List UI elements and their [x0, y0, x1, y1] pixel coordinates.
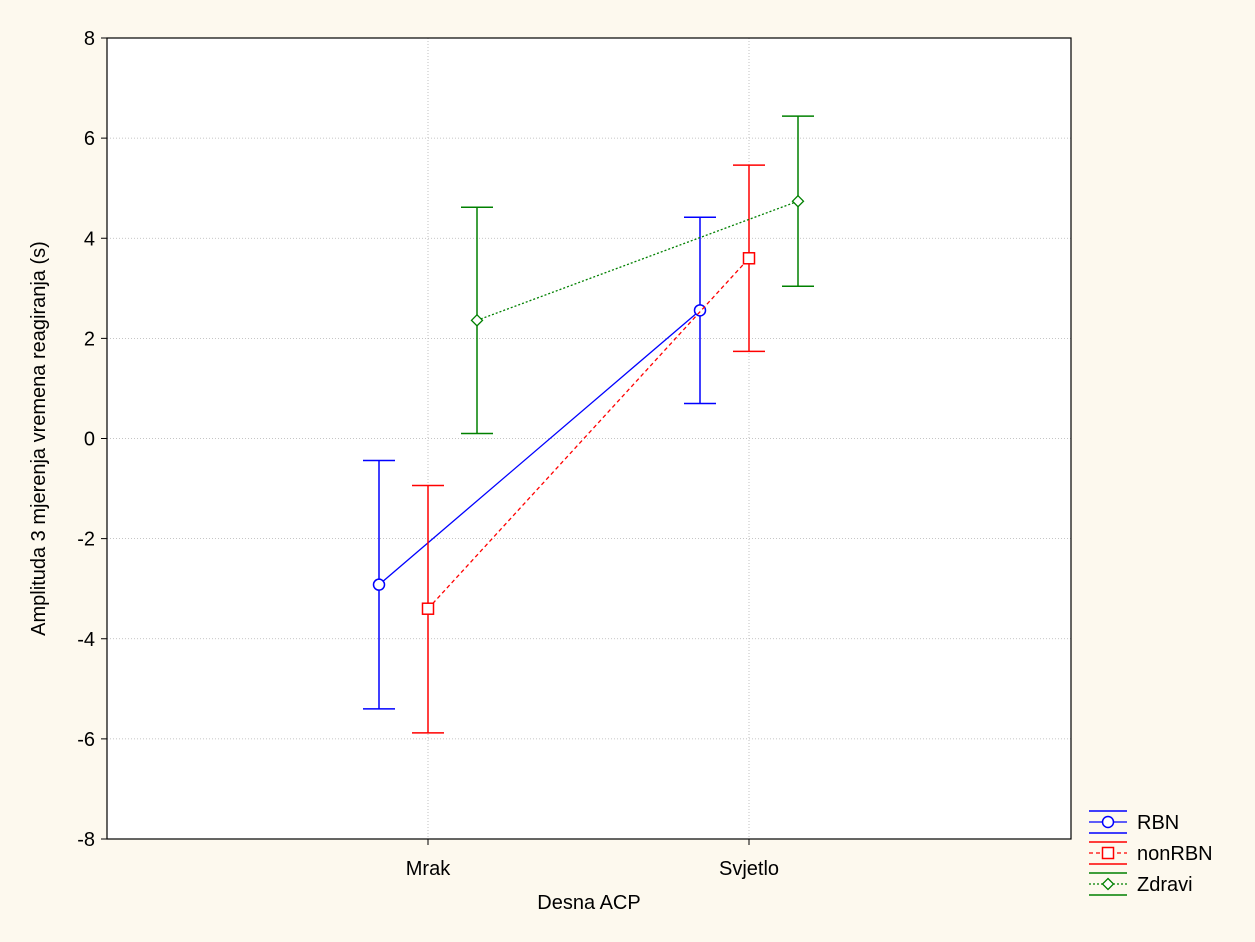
legend-marker: [1101, 815, 1115, 829]
x-tick-label: Svjetlo: [719, 858, 779, 880]
y-tick-label: -6: [77, 729, 95, 751]
y-tick-label: -4: [77, 629, 95, 651]
series-nonrbn: [412, 164, 765, 734]
y-tick-label: 2: [84, 328, 95, 350]
legend-item-zdravi: Zdravi: [1089, 872, 1193, 896]
legend-item-nonrbn: nonRBN: [1089, 841, 1213, 865]
y-tick-label: -2: [77, 529, 95, 551]
y-tick-label: 8: [84, 28, 95, 50]
series-line: [476, 200, 799, 321]
legend-marker: [1101, 846, 1115, 860]
y-tick-label: 4: [84, 228, 95, 250]
plot-area: [107, 38, 1071, 839]
data-point: [372, 578, 386, 591]
series-line: [378, 309, 701, 586]
data-point: [742, 252, 756, 265]
x-axis-label: Desna ACP: [537, 892, 640, 914]
series-zdravi: [461, 115, 814, 435]
series-line: [427, 257, 750, 610]
data-point: [470, 313, 484, 327]
legend-label: nonRBN: [1137, 843, 1213, 865]
legend-label: Zdravi: [1137, 874, 1193, 896]
data-point: [693, 304, 707, 317]
data-point: [791, 194, 805, 208]
series-rbn: [363, 216, 716, 710]
x-tick-label: Mrak: [406, 858, 451, 880]
y-axis-label: Amplituda 3 mjerenja vremena reagiranja …: [28, 241, 50, 636]
data-point: [421, 602, 435, 615]
legend-item-rbn: RBN: [1089, 810, 1179, 834]
legend-marker: [1101, 877, 1115, 891]
legend-label: RBN: [1137, 812, 1179, 834]
axes: -8 -6 -4 -2 0 2 4 6 8 Mrak Svjetlo: [77, 28, 779, 880]
legend: RBN nonRBN Zdravi: [1089, 810, 1213, 896]
series-layer: [363, 115, 814, 734]
y-tick-label: -8: [77, 829, 95, 851]
y-tick-label: 0: [84, 429, 95, 451]
plot-frame: [106, 37, 1072, 840]
y-tick-label: 6: [84, 128, 95, 150]
